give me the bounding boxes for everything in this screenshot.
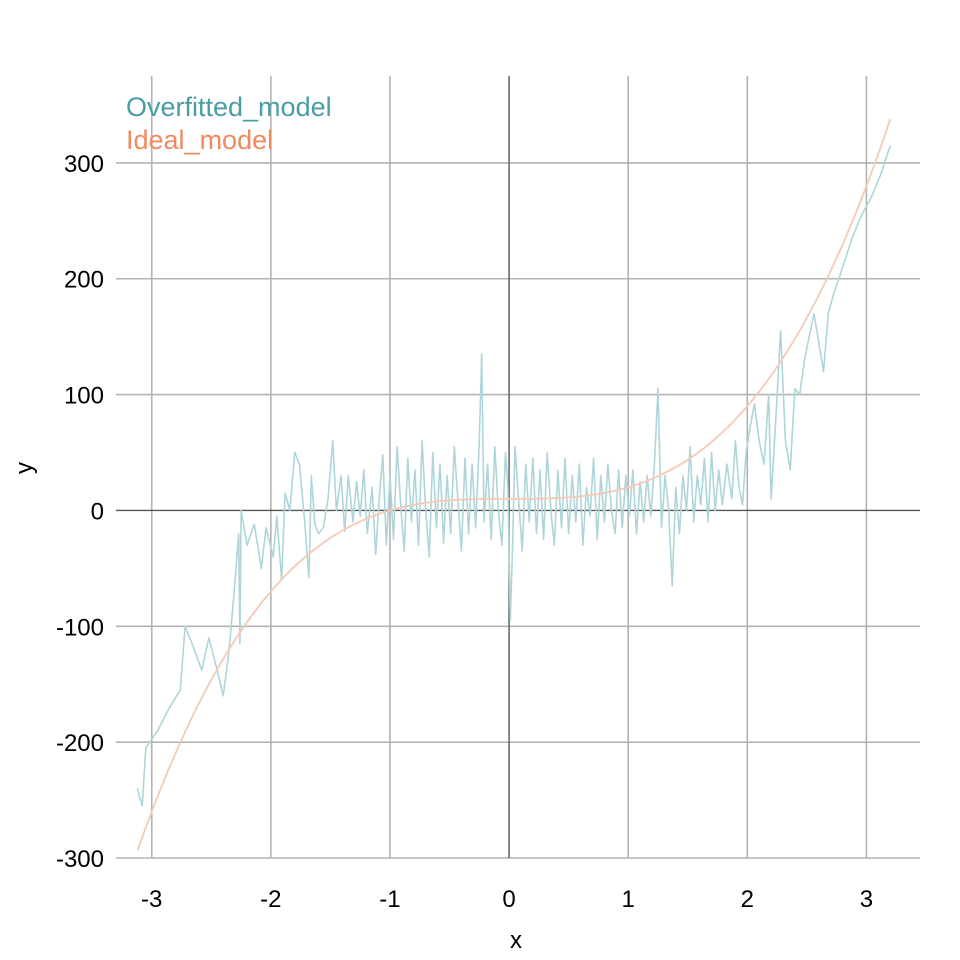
legend-item-overfitted-model: Overfitted_model	[126, 92, 332, 122]
x-tick-label: 0	[502, 886, 515, 913]
y-axis-tick-labels: -300 -200 -100 0 100 200 300	[56, 151, 104, 873]
x-tick-label: 3	[860, 886, 873, 913]
x-tick-label: 2	[741, 886, 754, 913]
x-tick-label: -3	[141, 886, 162, 913]
legend: Overfitted_model Ideal_model	[126, 92, 332, 155]
x-axis-title: x	[510, 927, 522, 954]
y-axis-title: y	[11, 462, 38, 474]
overfitted-model-line	[136, 145, 891, 807]
y-tick-label: 200	[64, 267, 104, 294]
y-tick-label: -300	[56, 846, 104, 873]
x-tick-label: 1	[621, 886, 634, 913]
y-tick-label: -100	[56, 614, 104, 641]
ideal-model-line	[136, 118, 892, 852]
legend-item-ideal-model: Ideal_model	[126, 125, 273, 155]
y-tick-label: 100	[64, 383, 104, 410]
x-axis-tick-labels: -3 -2 -1 0 1 2 3	[141, 886, 873, 913]
x-tick-label: -2	[260, 886, 281, 913]
series-lines	[136, 118, 892, 852]
grid-lines	[116, 76, 920, 859]
y-tick-label: 0	[91, 498, 104, 525]
zero-lines	[116, 76, 920, 858]
y-tick-label: 300	[64, 151, 104, 178]
x-tick-label: -1	[379, 886, 400, 913]
y-tick-label: -200	[56, 730, 104, 757]
